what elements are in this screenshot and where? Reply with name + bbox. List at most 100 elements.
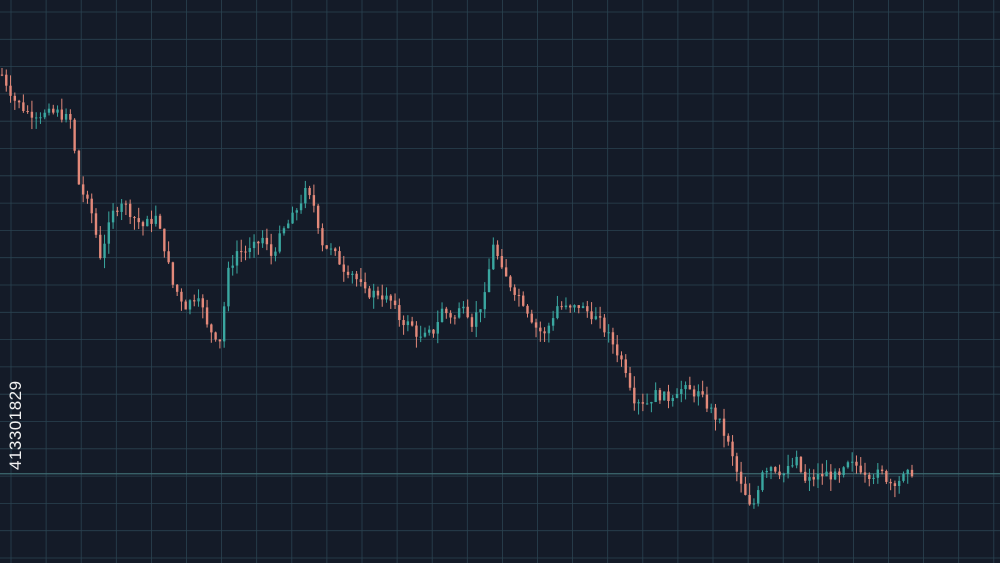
candle-up: [111, 210, 115, 223]
candle-up: [274, 251, 277, 256]
candle-up: [64, 113, 68, 120]
candle-down: [137, 218, 140, 223]
candle-down: [94, 213, 98, 235]
candle-down: [218, 339, 222, 342]
candle-down: [829, 471, 833, 480]
candle-down: [244, 251, 247, 253]
candle-up: [791, 465, 794, 467]
candle-down: [803, 471, 807, 481]
candle-down: [342, 264, 345, 272]
candle-up: [462, 306, 465, 309]
candle-up: [581, 306, 585, 308]
candle-up: [188, 300, 192, 310]
candle-up: [56, 109, 59, 113]
candle-down: [265, 237, 269, 245]
candle-down: [569, 305, 572, 308]
candle-down: [667, 391, 670, 402]
candle-down: [9, 85, 12, 96]
candle-down: [257, 241, 260, 244]
candle-down: [863, 472, 867, 475]
candle-up: [103, 243, 106, 259]
candle-down: [910, 469, 914, 477]
candle-up: [650, 401, 653, 404]
candle-down: [611, 332, 615, 345]
candle-down: [539, 327, 542, 332]
candle-down: [376, 290, 380, 296]
candle-down: [735, 456, 739, 472]
candle-up: [872, 477, 875, 480]
candle-up: [231, 265, 234, 268]
stock-id-label: 413301829: [6, 380, 25, 470]
candle-up: [697, 391, 700, 397]
candle-up: [304, 187, 307, 204]
candle-down: [116, 210, 119, 212]
candle-down: [821, 473, 824, 477]
candle-down: [500, 256, 504, 268]
candle-up: [902, 474, 905, 481]
candle-down: [175, 284, 179, 292]
candle-down: [124, 203, 128, 205]
candle-down: [205, 307, 209, 325]
candle-up: [556, 306, 559, 319]
candle-up: [654, 390, 657, 402]
candle-up: [761, 472, 764, 491]
candle-down: [77, 150, 81, 185]
candle-up: [675, 394, 679, 398]
candle-down: [163, 228, 166, 252]
candle-down: [334, 248, 337, 252]
candle-up: [551, 318, 555, 326]
candle-up: [235, 251, 239, 266]
candle-down: [616, 344, 619, 356]
candle-down: [688, 385, 692, 390]
candle-down: [722, 418, 726, 436]
candle-down: [855, 461, 858, 466]
candle-down: [240, 251, 243, 253]
candle-up: [385, 295, 388, 300]
candle-down: [705, 394, 709, 409]
candle-down: [432, 329, 435, 334]
candle-down: [52, 108, 55, 113]
candle-up: [287, 223, 290, 229]
candle-up: [146, 218, 149, 227]
candle-up: [475, 312, 478, 327]
candle-down: [363, 282, 367, 289]
candle-down: [838, 471, 841, 475]
candle-down: [316, 205, 320, 229]
candle-up: [492, 244, 495, 270]
candle-up: [440, 308, 444, 323]
candle-down: [0, 74, 4, 76]
candle-up: [47, 108, 51, 113]
candle-down: [449, 313, 452, 318]
candle-up: [483, 292, 486, 310]
candle-down: [522, 295, 525, 306]
candle-up: [248, 248, 251, 252]
candle-down: [201, 298, 204, 308]
candle-down: [880, 469, 884, 472]
candle-down: [86, 194, 89, 199]
candle-down: [628, 373, 632, 388]
candle-down: [739, 471, 743, 484]
candle-up: [765, 470, 768, 473]
candle-up: [710, 407, 713, 409]
candle-down: [603, 317, 606, 333]
candle-down: [624, 359, 627, 374]
candle-up: [850, 461, 854, 463]
candle-down: [586, 306, 589, 312]
candle-up: [222, 306, 226, 342]
candle-down: [509, 276, 512, 288]
candle-up: [795, 456, 798, 466]
candle-up: [295, 210, 298, 213]
candle-up: [547, 325, 551, 334]
candle-down: [778, 471, 781, 476]
candle-up: [782, 473, 786, 476]
candle-down: [744, 483, 747, 495]
candle-up: [419, 336, 422, 338]
candle-down: [141, 222, 145, 227]
candle-down: [193, 300, 196, 302]
candle-down: [308, 187, 311, 196]
candle-down: [26, 111, 29, 113]
candle-down: [543, 331, 546, 334]
candle-down: [5, 74, 8, 86]
